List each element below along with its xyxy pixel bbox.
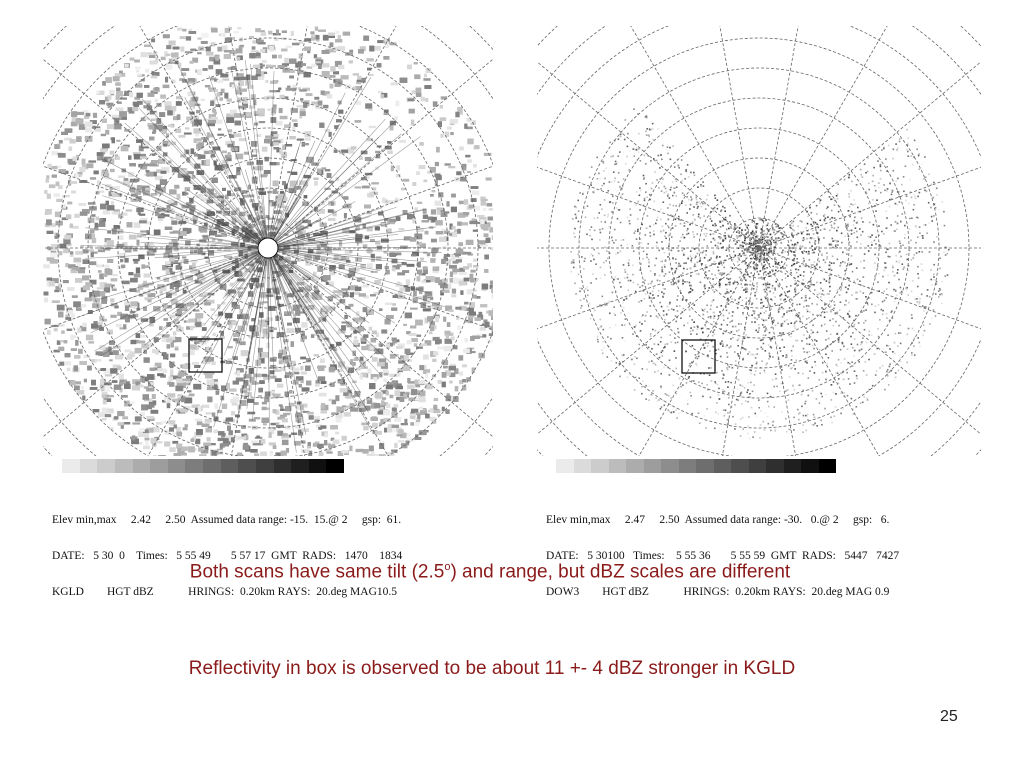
dow3-scan-caption: Elev min,max 2.47 2.50 Assumed data rang…	[546, 490, 899, 610]
dow3-colorbar-swatch	[818, 459, 836, 473]
kgld-colorbar-swatch	[150, 459, 168, 473]
kgld-colorbar-swatch	[255, 459, 274, 473]
dow3-colorbar-swatch	[696, 459, 714, 473]
kgld-range-grid	[43, 26, 493, 456]
dow3-echo-texture	[570, 108, 950, 440]
dow3-colorbar-swatch	[556, 459, 574, 473]
kgld-caption-line-3: KGLD HGT dBZ HRINGS: 0.20km RAYS: 20.deg…	[52, 586, 398, 598]
kgld-scan-caption: Elev min,max 2.42 2.50 Assumed data rang…	[52, 490, 402, 610]
dow3-radar-image	[537, 26, 981, 456]
dow3-colorbar-swatch	[591, 459, 609, 473]
kgld-colorbar-swatch	[308, 459, 327, 473]
kgld-colorbar-swatch	[114, 459, 133, 473]
kgld-colorbar-swatch	[238, 459, 256, 473]
dow3-colorbar-swatch	[766, 459, 784, 473]
kgld-colorbar-swatch	[185, 459, 203, 473]
kgld-caption-line-1: Elev min,max 2.42 2.50 Assumed data rang…	[52, 514, 402, 526]
kgld-caption-line-2: DATE: 5 30 0 Times: 5 55 49 5 57 17 GMT …	[52, 550, 403, 562]
tilt-range-note: Both scans have same tilt (2.5o) and ran…	[0, 561, 1002, 583]
reflectivity-note: Reflectivity in box is observed to be ab…	[188, 658, 796, 679]
tilt-note-text-after: ) and range, but dBZ scales are differen…	[450, 561, 791, 583]
kgld-colorbar-swatch	[132, 459, 151, 473]
kgld-colorbar-swatch	[97, 459, 115, 473]
kgld-dbz-colorbar	[62, 459, 344, 473]
tilt-note-text-before: Both scans have same tilt (2.5	[189, 561, 445, 583]
dow3-caption-line-3: DOW3 HGT dBZ HRINGS: 0.20km RAYS: 20.deg…	[546, 586, 890, 598]
dow3-colorbar-swatch	[661, 459, 679, 473]
dow3-caption-line-2: DATE: 5 30100 Times: 5 55 36 5 55 59 GMT…	[546, 550, 900, 562]
degree-superscript: o	[444, 561, 451, 573]
kgld-colorbar-swatch	[167, 459, 186, 473]
kgld-colorbar-swatch	[220, 459, 239, 473]
dow3-colorbar-swatch	[731, 459, 749, 473]
dow3-caption-line-1: Elev min,max 2.47 2.50 Assumed data rang…	[546, 514, 890, 526]
kgld-colorbar-swatch	[273, 459, 292, 473]
dow3-colorbar-swatch	[608, 459, 626, 473]
dow3-dbz-colorbar	[556, 459, 836, 473]
dow3-colorbar-swatch	[748, 459, 766, 473]
kgld-colorbar-swatch	[79, 459, 98, 473]
dow3-colorbar-swatch	[678, 459, 696, 473]
dow3-colorbar-swatch	[801, 459, 819, 473]
dow3-colorbar-swatch	[626, 459, 644, 473]
kgld-radar-center	[257, 237, 279, 259]
kgld-colorbar-swatch	[203, 459, 221, 473]
dow3-radar-ppi	[537, 26, 981, 456]
dow3-colorbar-swatch	[783, 459, 801, 473]
kgld-colorbar-swatch	[326, 459, 344, 473]
dow3-colorbar-swatch	[573, 459, 591, 473]
kgld-radar-ppi	[43, 26, 493, 456]
kgld-colorbar-swatch	[291, 459, 309, 473]
kgld-radar-image	[43, 26, 493, 456]
dow3-comparison-box	[681, 339, 716, 374]
dow3-colorbar-swatch	[643, 459, 661, 473]
dow3-range-grid	[537, 26, 981, 456]
slide-page-number: 25	[940, 708, 958, 725]
dow3-colorbar-swatch	[713, 459, 731, 473]
kgld-comparison-box	[188, 338, 223, 373]
kgld-colorbar-swatch	[62, 459, 80, 473]
